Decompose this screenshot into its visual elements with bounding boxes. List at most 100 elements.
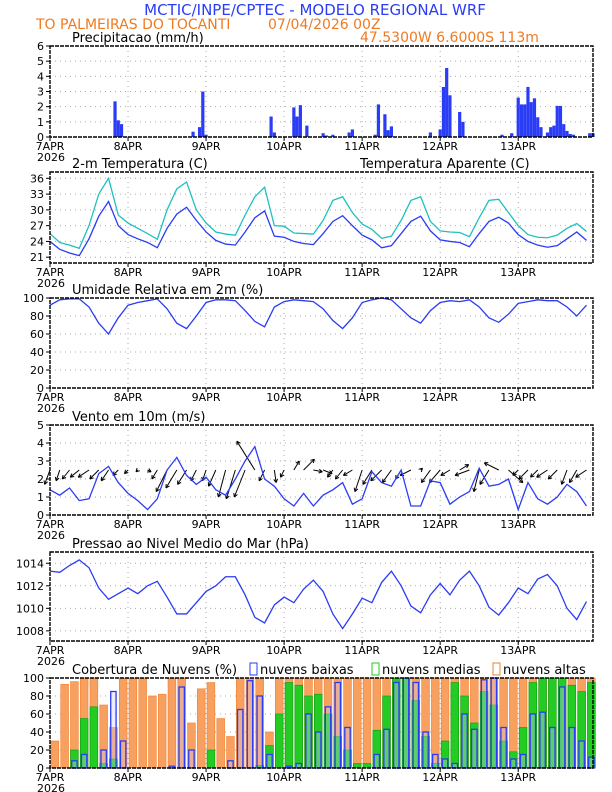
- x-tick-label: 12APR: [422, 644, 458, 657]
- precip-bar: [298, 105, 302, 137]
- y-tick-label: 30: [30, 204, 44, 217]
- wind-arrowhead: [77, 473, 83, 478]
- y-tick-label: 80: [30, 690, 44, 703]
- y-tick-label: 0: [37, 509, 44, 522]
- cloud-bar-nuvens-baixas: [470, 728, 478, 769]
- precip-bar: [269, 116, 273, 137]
- y-tick-label: 2: [37, 101, 44, 114]
- wind-arrow: [208, 469, 217, 487]
- x-tick-label: 13APR: [500, 140, 536, 153]
- wind-arrowhead: [464, 464, 470, 469]
- x-tick-label: 7APR: [36, 140, 65, 153]
- cloud-bar-nuvens-baixas: [314, 731, 322, 769]
- cloud-bar-nuvens-baixas: [441, 758, 449, 769]
- wind-arrow: [459, 464, 469, 471]
- run-time-label: 07/04/2026 00Z: [268, 17, 381, 33]
- x-tick-label: 11APR: [344, 771, 380, 784]
- wind-arrowhead: [370, 476, 375, 482]
- y-tick-label: 1010: [16, 602, 44, 615]
- location-label: TO PALMEIRAS DO TOCANTI: [35, 17, 230, 33]
- x-tick-label: 8APR: [114, 644, 143, 657]
- panel-precip: 0 1 2 3 4 5 6 7APR 8APR 9APR 10APR 11APR 12APR 13APR 2…: [36, 31, 595, 164]
- x-tick-label: 13APR: [500, 644, 536, 657]
- y-tick-label: 4: [37, 437, 44, 450]
- y-tick-label: 80: [30, 310, 44, 323]
- y-tick-label: 5: [37, 55, 44, 68]
- series-line-pressao: [49, 559, 588, 630]
- x-tick-label: 12APR: [422, 518, 458, 531]
- legend-swatch: [249, 662, 258, 676]
- wind-arrow: [508, 469, 524, 483]
- cloud-bar-nuvens-baixas: [549, 726, 556, 769]
- cloud-bar-nuvens-medias: [89, 706, 99, 769]
- wind-arrow: [151, 469, 158, 480]
- precip-bar: [191, 131, 195, 137]
- x-year-label: 2026: [37, 529, 65, 542]
- legend-label: nuvens medias: [382, 663, 481, 678]
- wind-arrowhead: [279, 473, 285, 478]
- wind-arrow: [473, 469, 480, 492]
- precip-bar: [113, 101, 117, 137]
- x-year-label: 2026: [37, 782, 65, 792]
- plot-frame: [49, 551, 594, 642]
- x-year-label: 2026: [37, 151, 65, 164]
- precip-bar: [555, 105, 559, 137]
- cloud-bar-nuvens-medias: [206, 749, 216, 769]
- wind-arrowhead: [61, 474, 67, 480]
- cloud-bar-nuvens-medias: [284, 682, 294, 769]
- x-tick-label: 12APR: [422, 771, 458, 784]
- cloud-bar-nuvens-altas: [196, 688, 206, 769]
- wind-arrow: [273, 469, 277, 483]
- wind-arrow: [518, 469, 529, 480]
- precip-bar: [500, 134, 504, 137]
- wind-arrow: [547, 469, 558, 480]
- wind-arrowhead: [420, 478, 426, 484]
- x-tick-label: 10APR: [266, 266, 302, 279]
- y-tick-label: 2: [37, 473, 44, 486]
- wind-arrowhead: [512, 471, 517, 476]
- cloud-bar-nuvens-medias: [275, 713, 284, 769]
- y-tick-label: 3: [37, 455, 44, 468]
- cloud-bar-nuvens-altas: [148, 695, 157, 769]
- wind-arrowhead: [454, 472, 460, 477]
- plot-rh: [49, 297, 587, 336]
- y-tick-label: 0: [37, 131, 44, 144]
- x-tick-label: 9APR: [192, 644, 221, 657]
- wind-arrow: [484, 462, 499, 471]
- precip-bar: [461, 121, 465, 137]
- cloud-bar-nuvens-baixas: [588, 756, 595, 769]
- wind-arrowhead: [334, 474, 340, 480]
- wind-arrowhead: [69, 473, 75, 478]
- y-tick-label: 24: [30, 235, 44, 248]
- precip-bar: [565, 130, 569, 137]
- wind-arrowhead: [530, 473, 535, 478]
- x-tick-label: 10APR: [266, 518, 302, 531]
- cloud-bar-nuvens-baixas: [490, 677, 498, 769]
- wind-arrowhead: [123, 469, 129, 475]
- series-line-velocidade: [49, 445, 588, 512]
- x-tick-label: 7APR: [36, 391, 65, 404]
- panel-title: Pressao ao Nivel Medio do Mar (hPa): [72, 537, 309, 552]
- precip-bar: [331, 134, 335, 137]
- wind-arrow: [440, 469, 451, 476]
- precip-bar: [347, 132, 351, 137]
- panel-title: Precipitacao (mm/h): [72, 31, 204, 46]
- y-tick-label: 27: [30, 220, 44, 233]
- wind-arrowhead: [135, 467, 140, 473]
- panel-cloud: 0 20 40 60 80 100 7APR 8APR 9APR 10APR 11APR 12APR 1…: [23, 662, 596, 792]
- wind-arrow: [536, 469, 548, 478]
- precip-bar: [539, 127, 543, 137]
- precip-bar: [552, 125, 556, 137]
- wind-arrowhead: [381, 478, 387, 484]
- precip-bar: [549, 127, 553, 137]
- wind-arrowhead: [258, 476, 263, 482]
- panel-pres: 1008 1010 1012 1014 7APR 8APR 9APR 10APR 11APR 12…: [16, 537, 594, 668]
- precip-bar: [386, 130, 390, 137]
- wind-arrow: [313, 469, 323, 473]
- cloud-bar-nuvens-altas: [167, 677, 177, 769]
- cloud-bar-nuvens-altas: [362, 677, 372, 769]
- plot-precip: [113, 67, 595, 137]
- x-year-label: 2026: [37, 277, 65, 290]
- x-tick-label: 8APR: [114, 266, 143, 279]
- wind-arrow: [190, 469, 197, 482]
